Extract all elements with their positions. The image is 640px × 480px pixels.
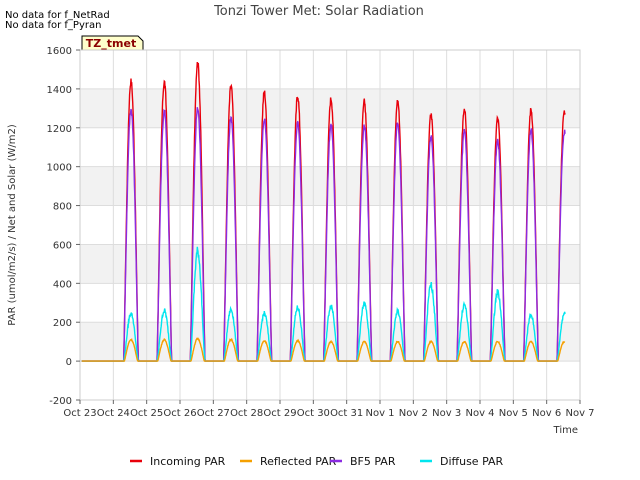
x-tick-label: Nov 5 bbox=[499, 408, 528, 419]
y-tick-label: 1400 bbox=[47, 85, 72, 96]
x-tick-label: Oct 24 bbox=[97, 408, 130, 419]
x-tick-label: Oct 27 bbox=[197, 408, 230, 419]
x-tick-label: Oct 26 bbox=[163, 408, 196, 419]
y-axis-label: PAR (umol/m2/s) / Net and Solar (W/m2) bbox=[7, 124, 18, 326]
x-tick-label: Nov 7 bbox=[565, 408, 594, 419]
x-tick-label: Oct 25 bbox=[130, 408, 163, 419]
legend-label: Reflected PAR bbox=[260, 455, 337, 468]
y-tick-label: 600 bbox=[53, 240, 72, 251]
x-tick-label: Oct 23 bbox=[63, 408, 96, 419]
x-tick-label: Oct 28 bbox=[230, 408, 263, 419]
chart-title: Tonzi Tower Met: Solar Radiation bbox=[213, 4, 424, 19]
y-tick-label: 1200 bbox=[47, 124, 72, 135]
y-tick-label: 800 bbox=[53, 202, 72, 213]
y-tick-label: 1000 bbox=[47, 163, 72, 174]
x-tick-label: Nov 3 bbox=[432, 408, 461, 419]
x-axis-label: Time bbox=[553, 425, 578, 436]
y-tick-label: 400 bbox=[53, 279, 72, 290]
legend: Incoming PAR Reflected PAR BF5 PAR Diffuse … bbox=[130, 455, 504, 468]
site-tag-label: TZ_tmet bbox=[86, 37, 136, 50]
plot-band bbox=[80, 244, 580, 284]
y-tick-label: 1600 bbox=[47, 46, 72, 57]
legend-label: Diffuse PAR bbox=[440, 455, 504, 468]
site-tag-box bbox=[81, 35, 144, 51]
x-tick-label: Nov 4 bbox=[465, 408, 494, 419]
plot-frame bbox=[79, 49, 581, 401]
no-data-note-pyran: No data for f_Pyran bbox=[5, 20, 101, 31]
legend-label: Incoming PAR bbox=[150, 455, 226, 468]
x-tick-label: Nov 6 bbox=[532, 408, 561, 419]
plot-band bbox=[80, 166, 580, 206]
no-data-note-netrad: No data for f_NetRad bbox=[5, 10, 110, 21]
x-tick-label: Nov 2 bbox=[399, 408, 428, 419]
x-tick-label: Oct 29 bbox=[263, 408, 296, 419]
series-line-reflected-par bbox=[81, 337, 566, 362]
x-tick-label: Nov 1 bbox=[365, 408, 394, 419]
y-tick-label: -200 bbox=[49, 396, 72, 407]
y-tick-label: 200 bbox=[53, 318, 72, 329]
x-tick-label: Oct 31 bbox=[330, 408, 363, 419]
x-tick-label: Oct 30 bbox=[297, 408, 330, 419]
site-tag: TZ_tmet bbox=[81, 35, 144, 51]
legend-label: BF5 PAR bbox=[350, 455, 396, 468]
y-tick-label: 0 bbox=[66, 357, 72, 368]
